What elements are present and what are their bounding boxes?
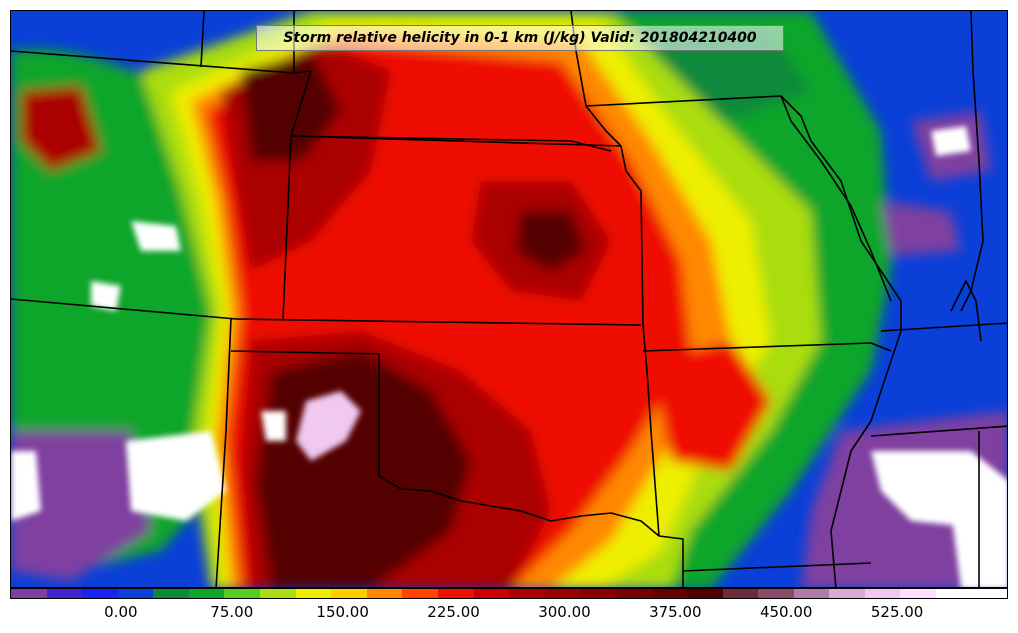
colorbar-segment xyxy=(224,589,261,598)
colorbar-segment xyxy=(615,589,652,598)
colorbar-segment xyxy=(722,589,759,598)
border-mississippi xyxy=(780,95,902,587)
border-nm-tx xyxy=(215,318,232,587)
colorbar-tick-label: 525.00 xyxy=(870,603,924,621)
colorbar-tick-label: 0.00 xyxy=(104,603,138,621)
border-ok-tx-red xyxy=(378,475,660,537)
border-wy-co-north xyxy=(11,50,295,74)
colorbar-segment xyxy=(758,589,794,598)
colorbar-segment xyxy=(936,589,972,598)
colorbar-segment xyxy=(829,589,865,598)
colorbar-tick-label: 450.00 xyxy=(759,603,813,621)
border-ks-mo xyxy=(620,145,644,326)
field-white-c xyxy=(261,411,286,441)
colorbar-segment xyxy=(188,589,225,598)
field-purple-c xyxy=(881,201,961,256)
colorbar-segment xyxy=(153,589,189,598)
field-red-ar xyxy=(651,341,771,471)
colorbar-segment xyxy=(793,589,830,598)
border-tx-la xyxy=(658,535,684,587)
border-co-ok xyxy=(235,318,642,326)
colorbar-segment xyxy=(544,589,581,598)
field-white-w3 xyxy=(11,451,41,521)
colorbar-segment xyxy=(437,589,474,598)
colorbar xyxy=(10,588,1008,599)
helicity-field xyxy=(11,11,1007,587)
border-ky-tn xyxy=(880,322,1007,332)
colorbar-tick-label: 225.00 xyxy=(427,603,480,621)
colorbar-tick-label: 75.00 xyxy=(210,603,254,621)
colorbar-tick-label: 150.00 xyxy=(316,603,369,621)
field-core-north xyxy=(241,51,341,161)
border-il-in xyxy=(960,11,984,312)
map-title: Storm relative helicity in 0-1 km (J/kg)… xyxy=(283,30,757,46)
colorbar-segment xyxy=(402,589,438,598)
border-ok-east xyxy=(642,324,660,537)
border-ky-river xyxy=(950,280,982,342)
field-white-w2 xyxy=(91,281,121,311)
colorbar-segment xyxy=(11,589,47,598)
colorbar-segment xyxy=(117,589,154,598)
colorbar-segment xyxy=(509,589,545,598)
colorbar-segment xyxy=(971,589,1008,598)
border-mo-ar xyxy=(642,342,892,352)
colorbar-segment xyxy=(366,589,403,598)
field-white-se xyxy=(871,451,1007,531)
border-ne-ks xyxy=(290,135,622,147)
colorbar-segment xyxy=(580,589,616,598)
colorbar-segment xyxy=(46,589,83,598)
field-white-ne xyxy=(931,126,971,156)
field-core-ks xyxy=(516,211,586,271)
colorbar-segment xyxy=(473,589,510,598)
field-white-w1 xyxy=(131,221,181,251)
field-purple-sw xyxy=(11,431,151,581)
border-ne-north xyxy=(200,11,205,68)
colorbar-segment xyxy=(331,589,367,598)
colorbar-segment xyxy=(864,589,901,598)
colorbar-segment xyxy=(686,589,723,598)
colorbar-tick-label: 375.00 xyxy=(649,603,702,621)
state-borders xyxy=(11,11,1007,587)
colorbar-ticks: 0.00 75.00 150.00 225.00 300.00 375.00 450.00 5… xyxy=(10,599,1008,629)
border-ok-panhandle xyxy=(230,350,380,476)
border-co-west xyxy=(11,298,237,320)
colorbar-segment xyxy=(900,589,937,598)
map-frame[interactable]: Storm relative helicity in 0-1 km (J/kg)… xyxy=(10,10,1008,588)
field-pink xyxy=(296,391,361,461)
field-white-sw xyxy=(126,431,226,521)
field-core-nw xyxy=(21,86,101,171)
border-ar-la xyxy=(682,562,872,572)
border-co-east xyxy=(282,135,292,320)
helicity-map[interactable] xyxy=(11,11,1008,588)
colorbar-segment xyxy=(82,589,118,598)
colorbar-tick-label: 300.00 xyxy=(538,603,591,621)
border-tn-ms xyxy=(870,425,1007,437)
colorbar-segment xyxy=(260,589,296,598)
colorbar-segment xyxy=(295,589,332,598)
map-title-box: Storm relative helicity in 0-1 km (J/kg)… xyxy=(256,25,784,51)
colorbar-segment xyxy=(651,589,687,598)
